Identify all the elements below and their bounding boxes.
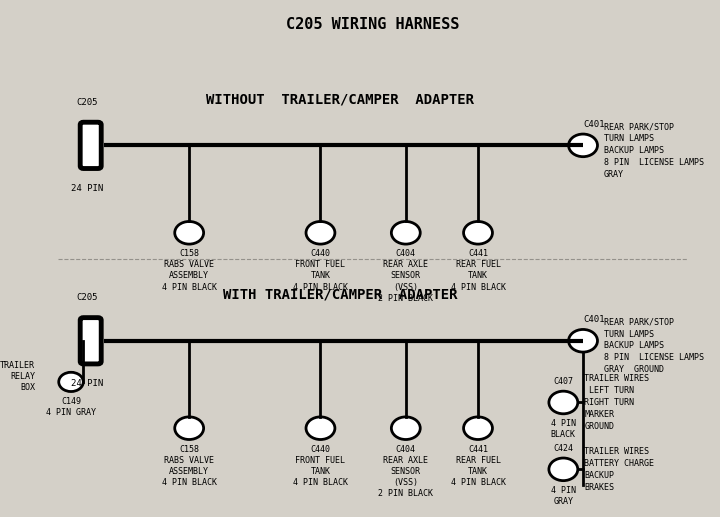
Text: WITHOUT  TRAILER/CAMPER  ADAPTER: WITHOUT TRAILER/CAMPER ADAPTER <box>206 92 474 106</box>
Circle shape <box>59 372 84 391</box>
Text: C158
RABS VALVE
ASSEMBLY
4 PIN BLACK: C158 RABS VALVE ASSEMBLY 4 PIN BLACK <box>162 249 217 292</box>
Text: C424: C424 <box>554 444 573 453</box>
Circle shape <box>549 391 577 414</box>
Text: TRAILER
RELAY
BOX: TRAILER RELAY BOX <box>0 361 35 392</box>
Circle shape <box>569 329 598 352</box>
Text: 24 PIN: 24 PIN <box>71 379 104 388</box>
Circle shape <box>464 417 492 439</box>
Circle shape <box>549 458 577 481</box>
Text: 4 PIN
GRAY: 4 PIN GRAY <box>551 486 576 506</box>
Text: C205: C205 <box>76 98 98 107</box>
Text: REAR PARK/STOP
TURN LAMPS
BACKUP LAMPS
8 PIN  LICENSE LAMPS
GRAY: REAR PARK/STOP TURN LAMPS BACKUP LAMPS 8… <box>604 123 704 178</box>
Text: 24 PIN: 24 PIN <box>71 184 104 193</box>
Circle shape <box>175 221 204 244</box>
Text: C407: C407 <box>554 377 573 386</box>
Text: C441
REAR FUEL
TANK
4 PIN BLACK: C441 REAR FUEL TANK 4 PIN BLACK <box>451 445 505 487</box>
Text: REAR PARK/STOP
TURN LAMPS
BACKUP LAMPS
8 PIN  LICENSE LAMPS
GRAY  GROUND: REAR PARK/STOP TURN LAMPS BACKUP LAMPS 8… <box>604 318 704 374</box>
Circle shape <box>306 221 335 244</box>
Circle shape <box>392 221 420 244</box>
Text: C149
4 PIN GRAY: C149 4 PIN GRAY <box>46 397 96 417</box>
Text: C404
REAR AXLE
SENSOR
(VSS)
2 PIN BLACK: C404 REAR AXLE SENSOR (VSS) 2 PIN BLACK <box>378 249 433 302</box>
Text: C205: C205 <box>76 293 98 302</box>
Text: C205 WIRING HARNESS: C205 WIRING HARNESS <box>287 17 459 32</box>
Text: C440
FRONT FUEL
TANK
4 PIN BLACK: C440 FRONT FUEL TANK 4 PIN BLACK <box>293 445 348 487</box>
Text: WITH TRAILER/CAMPER  ADAPTER: WITH TRAILER/CAMPER ADAPTER <box>223 287 457 301</box>
FancyBboxPatch shape <box>80 317 102 364</box>
Text: C404
REAR AXLE
SENSOR
(VSS)
2 PIN BLACK: C404 REAR AXLE SENSOR (VSS) 2 PIN BLACK <box>378 445 433 498</box>
FancyBboxPatch shape <box>80 122 102 169</box>
Text: TRAILER WIRES
BATTERY CHARGE
BACKUP
BRAKES: TRAILER WIRES BATTERY CHARGE BACKUP BRAK… <box>585 447 654 492</box>
Circle shape <box>306 417 335 439</box>
Text: C441
REAR FUEL
TANK
4 PIN BLACK: C441 REAR FUEL TANK 4 PIN BLACK <box>451 249 505 292</box>
Text: TRAILER WIRES
 LEFT TURN
RIGHT TURN
MARKER
GROUND: TRAILER WIRES LEFT TURN RIGHT TURN MARKE… <box>585 374 649 431</box>
Text: 4 PIN
BLACK: 4 PIN BLACK <box>551 419 576 439</box>
Text: C401: C401 <box>583 315 605 324</box>
Circle shape <box>569 134 598 157</box>
Text: C440
FRONT FUEL
TANK
4 PIN BLACK: C440 FRONT FUEL TANK 4 PIN BLACK <box>293 249 348 292</box>
Circle shape <box>392 417 420 439</box>
Text: C158
RABS VALVE
ASSEMBLY
4 PIN BLACK: C158 RABS VALVE ASSEMBLY 4 PIN BLACK <box>162 445 217 487</box>
Text: C401: C401 <box>583 120 605 129</box>
Circle shape <box>464 221 492 244</box>
Circle shape <box>175 417 204 439</box>
